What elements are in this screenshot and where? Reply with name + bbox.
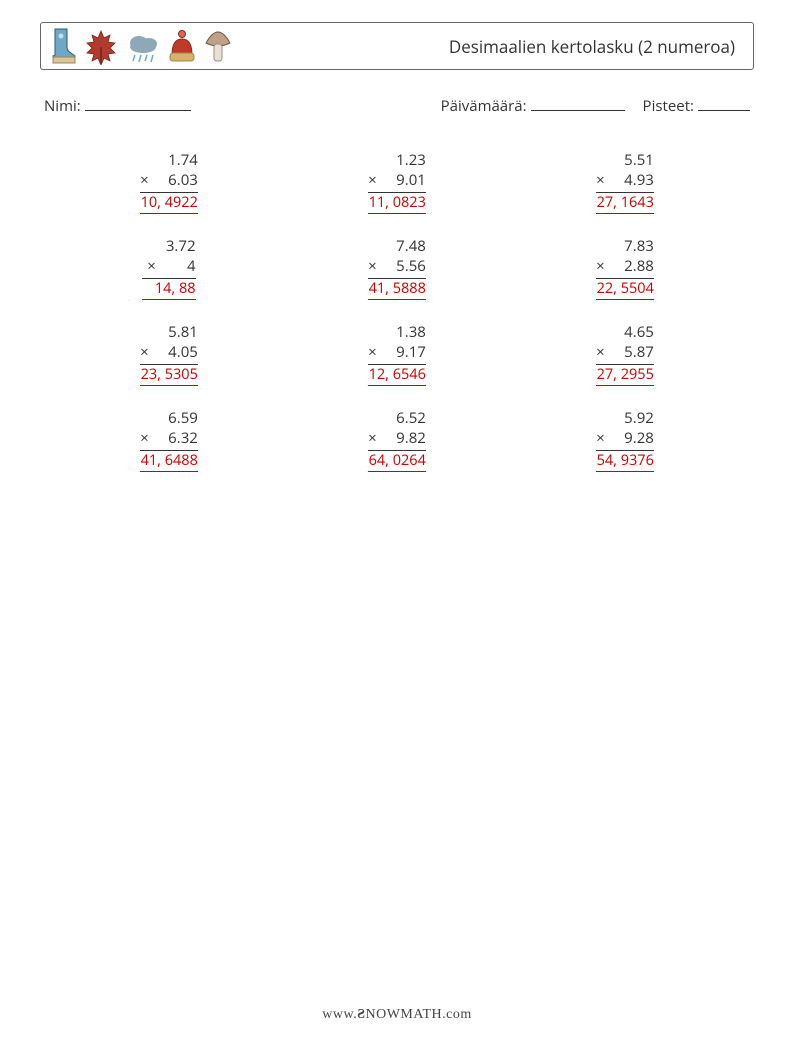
date-label: Päivämäärä:: [441, 96, 527, 116]
problem-inner: 1.23× 9.0111, 0823: [368, 150, 426, 214]
answer: 11, 0823: [368, 193, 426, 215]
problem: 6.52× 9.8264, 0264: [298, 408, 496, 472]
multiplicand: 1.38: [368, 322, 426, 342]
multiplier-row: × 2.88: [596, 256, 654, 278]
problem-inner: 1.38× 9.1712, 6546: [368, 322, 426, 386]
name-field: Nimi:: [44, 96, 191, 116]
answer: 27, 1643: [596, 193, 654, 215]
header-bar: Desimaalien kertolasku (2 numeroa): [40, 22, 754, 70]
answer: 41, 6488: [140, 451, 198, 473]
multiplier-row: × 5.87: [596, 342, 654, 364]
problem: 3.72× 414, 88: [70, 236, 268, 300]
problem-inner: 7.48× 5.5641, 5888: [368, 236, 426, 300]
multiplier-row: × 4.05: [140, 342, 198, 364]
score-field: Pisteet:: [643, 96, 750, 116]
multiplicand: 3.72: [142, 236, 195, 256]
problem-inner: 3.72× 414, 88: [142, 236, 195, 300]
footer: www.ƧNOWMATH.com: [0, 1004, 794, 1023]
multiplicand: 1.74: [140, 150, 198, 170]
rain-cloud-icon: [125, 29, 161, 65]
footer-text: www.ƧNOWMATH.com: [322, 1007, 471, 1022]
score-blank: [698, 96, 750, 111]
multiplicand: 5.51: [596, 150, 654, 170]
multiplier-row: × 9.28: [596, 428, 654, 450]
date-field: Päivämäärä:: [441, 96, 625, 116]
multiplicand: 4.65: [596, 322, 654, 342]
multiplier-row: × 6.03: [140, 170, 198, 192]
problem-inner: 5.81× 4.0523, 5305: [140, 322, 198, 386]
answer: 54, 9376: [596, 451, 654, 473]
problem: 5.51× 4.9327, 1643: [526, 150, 724, 214]
multiplicand: 5.81: [140, 322, 198, 342]
problem: 5.92× 9.2854, 9376: [526, 408, 724, 472]
answer: 27, 2955: [596, 365, 654, 387]
multiplier-row: × 5.56: [368, 256, 426, 278]
header-icons: [51, 27, 233, 65]
mushroom-icon: [203, 27, 233, 65]
answer: 14, 88: [142, 279, 195, 301]
multiplicand: 7.48: [368, 236, 426, 256]
problem-inner: 6.59× 6.3241, 6488: [140, 408, 198, 472]
answer: 22, 5504: [596, 279, 654, 301]
answer: 64, 0264: [368, 451, 426, 473]
problem-inner: 7.83× 2.8822, 5504: [596, 236, 654, 300]
problem: 5.81× 4.0523, 5305: [70, 322, 268, 386]
multiplicand: 7.83: [596, 236, 654, 256]
multiplicand: 1.23: [368, 150, 426, 170]
problem-inner: 5.51× 4.9327, 1643: [596, 150, 654, 214]
multiplier-row: × 9.82: [368, 428, 426, 450]
answer: 10, 4922: [140, 193, 198, 215]
multiplier-row: × 4.93: [596, 170, 654, 192]
multiplier-row: × 9.17: [368, 342, 426, 364]
problem: 7.83× 2.8822, 5504: [526, 236, 724, 300]
boot-icon: [51, 27, 77, 65]
score-label: Pisteet:: [643, 96, 694, 116]
multiplicand: 6.59: [140, 408, 198, 428]
worksheet-title: Desimaalien kertolasku (2 numeroa): [449, 35, 735, 58]
name-blank: [85, 96, 191, 111]
multiplicand: 6.52: [368, 408, 426, 428]
answer: 41, 5888: [368, 279, 426, 301]
problem-inner: 1.74× 6.0310, 4922: [140, 150, 198, 214]
multiplicand: 5.92: [596, 408, 654, 428]
info-row: Nimi: Päivämäärä: Pisteet:: [40, 96, 754, 116]
problem: 7.48× 5.5641, 5888: [298, 236, 496, 300]
problems-grid: 1.74× 6.0310, 4922 1.23× 9.0111, 0823 5.…: [40, 150, 754, 472]
worksheet-page: Desimaalien kertolasku (2 numeroa) Nimi:…: [0, 0, 794, 1053]
multiplier-row: × 4: [142, 256, 195, 278]
date-blank: [531, 96, 625, 111]
maple-leaf-icon: [83, 29, 119, 65]
multiplier-row: × 6.32: [140, 428, 198, 450]
answer: 12, 6546: [368, 365, 426, 387]
winter-hat-icon: [167, 29, 197, 65]
problem-inner: 5.92× 9.2854, 9376: [596, 408, 654, 472]
problem: 1.38× 9.1712, 6546: [298, 322, 496, 386]
problem-inner: 6.52× 9.8264, 0264: [368, 408, 426, 472]
problem-inner: 4.65× 5.8727, 2955: [596, 322, 654, 386]
problem: 6.59× 6.3241, 6488: [70, 408, 268, 472]
name-label: Nimi:: [44, 96, 81, 116]
problem: 1.23× 9.0111, 0823: [298, 150, 496, 214]
answer: 23, 5305: [140, 365, 198, 387]
multiplier-row: × 9.01: [368, 170, 426, 192]
problem: 1.74× 6.0310, 4922: [70, 150, 268, 214]
problem: 4.65× 5.8727, 2955: [526, 322, 724, 386]
